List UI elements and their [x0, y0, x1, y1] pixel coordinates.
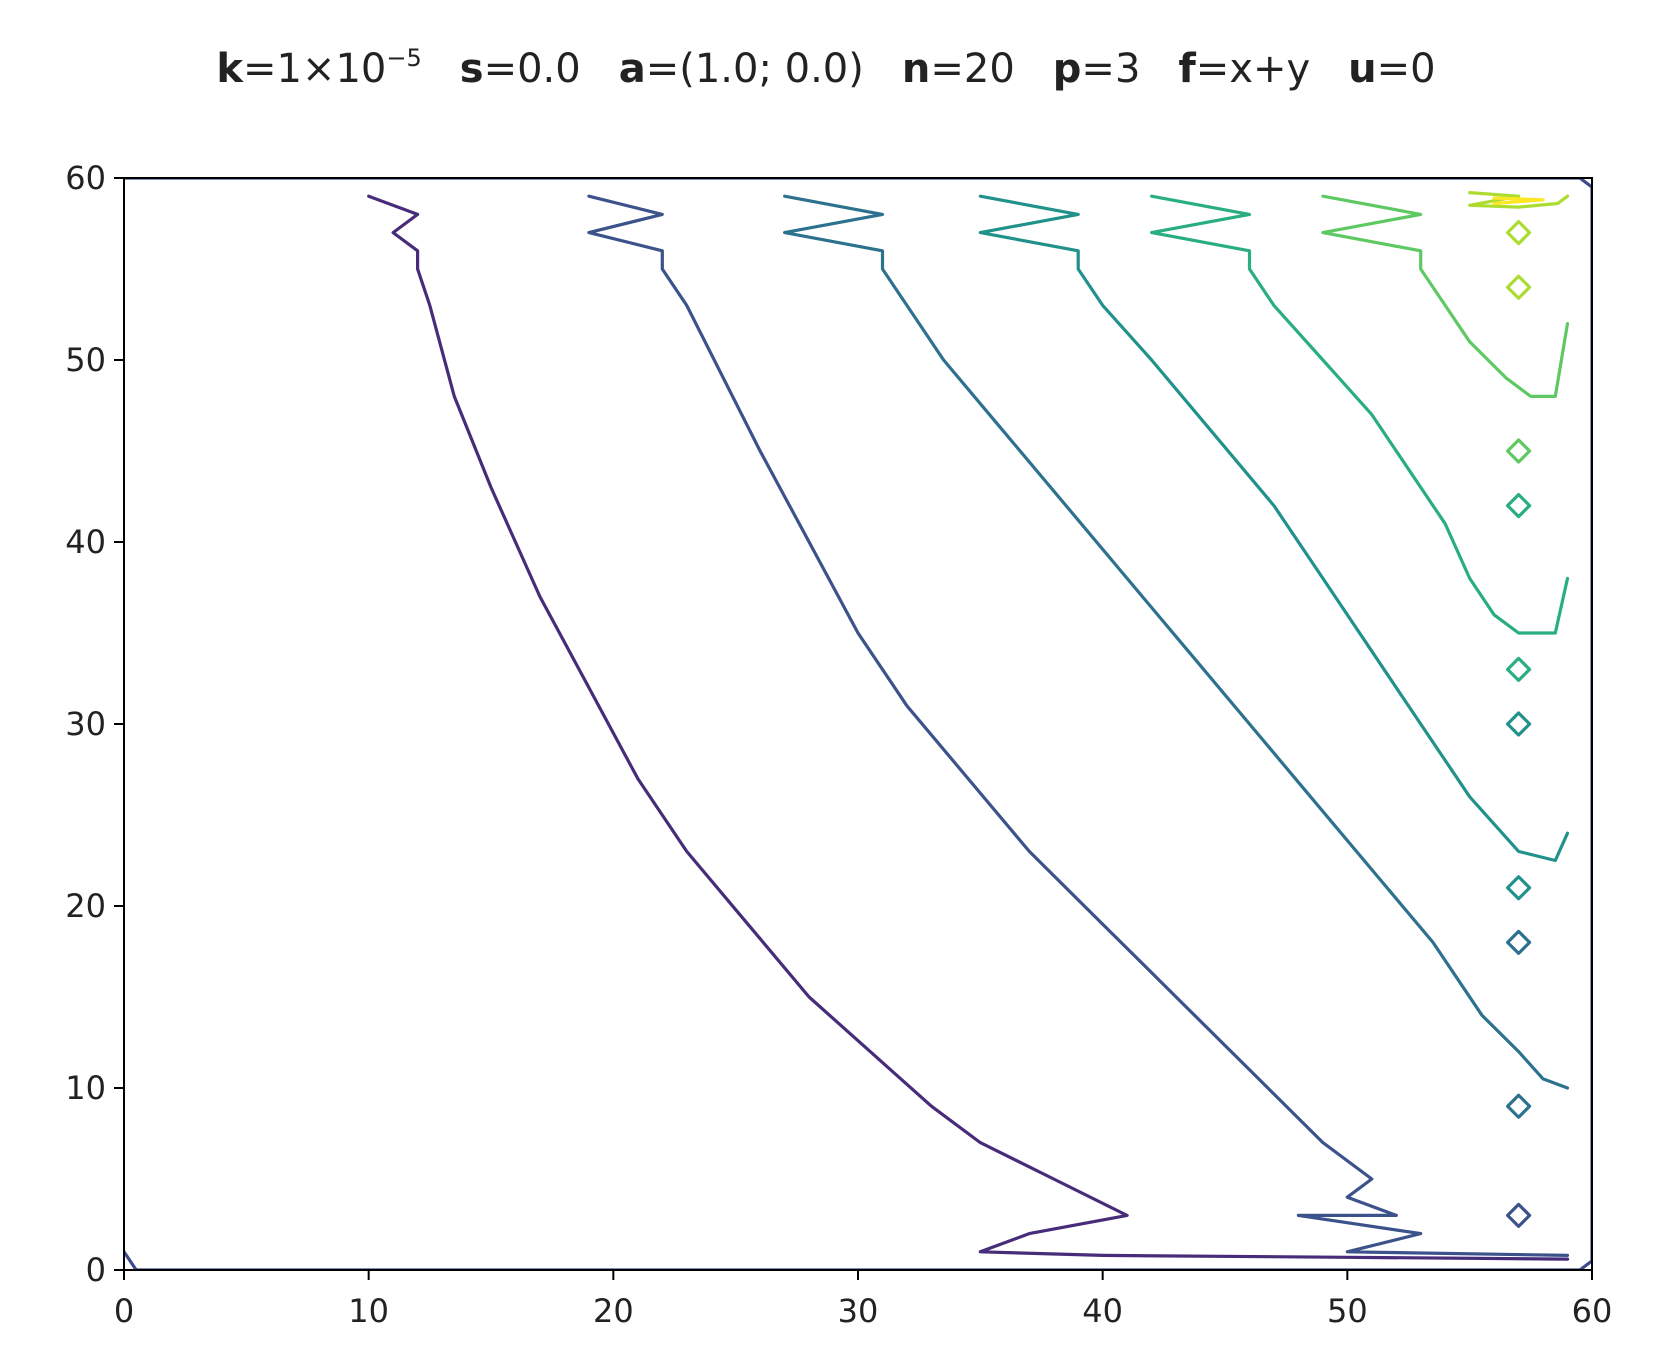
- contour-line-7: [1468, 191, 1570, 209]
- contour-line-8: [1492, 196, 1545, 206]
- contour-line-1: [367, 194, 1570, 1261]
- contour-island-6: [1506, 711, 1532, 737]
- x-tick-label: 0: [114, 1292, 134, 1330]
- contour-island-2: [1506, 274, 1532, 300]
- title-param-value: =(1.0; 0.0): [646, 46, 864, 92]
- y-tick-label: 40: [65, 523, 106, 561]
- title-param-key: p: [1053, 46, 1082, 92]
- contour-island-4: [1506, 493, 1532, 519]
- title-param-value: =1×10: [243, 46, 386, 92]
- x-tick-label: 50: [1327, 1292, 1368, 1330]
- title-param-value: =3: [1081, 46, 1140, 92]
- title-param-value: =x+y: [1196, 46, 1310, 92]
- chart-title: k=1×10−5​s=0.0a=(1.0; 0.0)n=20p=3f=x+yu=…: [216, 44, 1435, 92]
- title-param-key: u: [1348, 46, 1376, 92]
- y-tick-label: 50: [65, 341, 106, 379]
- contour-island-7: [1506, 875, 1532, 901]
- title-text: k=1×10−5​s=0.0a=(1.0; 0.0)n=20p=3f=x+yu=…: [216, 44, 1435, 92]
- x-tick-label: 40: [1082, 1292, 1123, 1330]
- title-param-key: k: [216, 46, 244, 92]
- title-param-value: =0: [1377, 46, 1436, 92]
- y-tick-label: 60: [65, 159, 106, 197]
- title-param-exponent: −5: [386, 44, 421, 72]
- title-param-key: a: [619, 46, 646, 92]
- contour-line-4: [978, 194, 1570, 863]
- title-param-value: =0.0: [484, 46, 581, 92]
- x-tick-label: 60: [1572, 1292, 1613, 1330]
- axes-frame: [123, 177, 1593, 1271]
- contour-line-5: [1150, 194, 1570, 635]
- x-tick-label: 30: [838, 1292, 879, 1330]
- title-param-key: f: [1178, 46, 1196, 92]
- contour-line-6: [1321, 194, 1570, 398]
- title-param-key: s: [460, 46, 484, 92]
- y-tick-label: 30: [65, 705, 106, 743]
- contour-line-3: [783, 194, 1570, 1090]
- x-tick-label: 20: [593, 1292, 634, 1330]
- y-tick-label: 10: [65, 1069, 106, 1107]
- contour-line-9: [124, 178, 1592, 1270]
- contour-line-2: [587, 194, 1570, 1257]
- title-param-key: n: [902, 46, 930, 92]
- y-tick-label: 20: [65, 887, 106, 925]
- contour-island-3: [1506, 438, 1532, 464]
- contour-island-5: [1506, 656, 1532, 682]
- x-axis: 0 10 20 30 40 50 60: [114, 1270, 1613, 1330]
- title-param-value: =20: [930, 46, 1014, 92]
- contour-island-10: [1506, 1202, 1532, 1228]
- plot-area: [124, 178, 1592, 1270]
- x-tick-label: 10: [348, 1292, 389, 1330]
- y-axis: 0 10 20 30 40 50 60: [65, 159, 124, 1289]
- y-tick-label: 0: [86, 1251, 106, 1289]
- contour-island-9: [1506, 1093, 1532, 1119]
- contour-island-1: [1506, 220, 1532, 246]
- contour-island-8: [1506, 929, 1532, 955]
